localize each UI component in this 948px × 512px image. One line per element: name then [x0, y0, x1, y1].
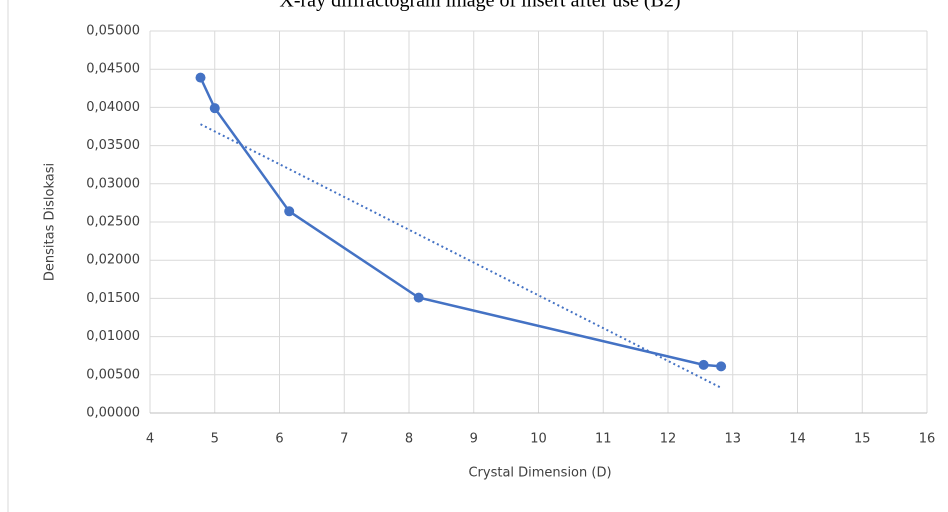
data-point: [413, 292, 424, 303]
x-tick-label: 13: [724, 432, 741, 447]
y-tick-label: 0,02000: [86, 253, 140, 268]
y-tick-label: 0,01000: [86, 329, 140, 344]
x-tick-label: 9: [470, 432, 478, 447]
data-point: [698, 359, 709, 370]
x-axis-title: Crystal Dimension (D): [468, 466, 611, 481]
y-tick-label: 0,03000: [86, 176, 140, 191]
y-tick-label: 0,05000: [86, 24, 140, 39]
x-tick-label: 12: [660, 432, 677, 447]
x-tick-label: 11: [595, 432, 612, 447]
data-point: [209, 103, 220, 114]
x-tick-label: 5: [211, 432, 219, 447]
y-tick-label: 0,01500: [86, 291, 140, 306]
data-point: [195, 72, 206, 83]
y-tick-label: 0,00000: [86, 406, 140, 421]
x-tick-label: 16: [919, 432, 936, 447]
x-tick-label: 14: [789, 432, 806, 447]
chart-border: [7, 0, 948, 512]
y-tick-label: 0,04000: [86, 100, 140, 115]
x-tick-label: 6: [275, 432, 283, 447]
data-point: [284, 206, 295, 217]
y-tick-label: 0,04500: [86, 62, 140, 77]
y-tick-label: 0,00500: [86, 367, 140, 382]
x-tick-label: 7: [340, 432, 348, 447]
chart-title: X-ray diffractogram image of insert afte…: [279, 0, 680, 12]
data-point: [716, 361, 727, 372]
x-tick-label: 15: [854, 432, 871, 447]
x-tick-label: 8: [405, 432, 413, 447]
y-tick-label: 0,02500: [86, 215, 140, 230]
x-tick-label: 10: [530, 432, 547, 447]
trendline: [200, 123, 722, 389]
y-tick-label: 0,03500: [86, 138, 140, 153]
y-axis-title: Densitas Dislokasi: [43, 163, 58, 281]
x-tick-label: 4: [146, 432, 154, 447]
